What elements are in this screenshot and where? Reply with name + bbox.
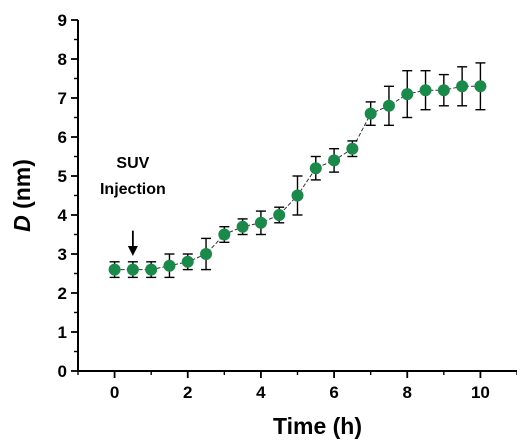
data-point [456,80,469,93]
x-tick-label: 0 [110,383,119,402]
y-axis-title: D (nm) [9,159,35,232]
x-tick-label: 8 [403,383,412,402]
y-tick-label: 6 [58,128,67,147]
y-tick-label: 5 [58,167,67,186]
data-point [273,209,286,221]
y-tick-label: 9 [58,11,67,30]
y-axis-title-unit: (nm) [9,159,35,215]
data-point [419,84,432,97]
x-tick-label: 4 [256,383,266,402]
data-series [108,62,487,279]
data-point [291,189,304,202]
y-tick-label: 4 [58,206,68,225]
y-axis-ticks: 0 1 2 3 4 5 6 7 8 9 [58,11,78,381]
x-tick-label: 10 [471,383,490,402]
annotation-line-2: Injection [100,181,166,198]
data-point [309,162,322,175]
data-point [200,248,213,260]
y-tick-label: 7 [58,89,67,108]
data-point [218,228,231,241]
x-tick-label: 6 [329,383,338,402]
data-point [382,99,395,112]
y-axis-title-variable: D [9,215,35,232]
data-point [328,154,341,167]
data-point [236,220,249,233]
data-point [474,80,487,93]
data-point [364,107,377,120]
data-point [108,263,121,276]
data-point [254,216,267,229]
y-tick-label: 0 [58,362,67,381]
data-point [163,259,176,272]
data-point [346,142,359,155]
data-point [126,263,139,276]
data-point [145,263,158,276]
y-tick-label: 2 [58,284,67,303]
y-tick-label: 1 [58,323,67,342]
annotation-line-1: SUV [116,155,149,172]
data-point [401,88,414,101]
data-point [437,84,450,97]
injection-annotation: SUV Injection [100,155,166,256]
y-tick-label: 8 [58,50,67,69]
x-axis-title: Time (h) [273,413,362,439]
data-point [181,255,194,268]
x-tick-label: 2 [183,383,192,402]
y-tick-label: 3 [58,245,67,264]
x-axis-ticks: 0 2 4 6 8 10 [77,371,517,402]
annotation-arrow-head [127,245,138,256]
